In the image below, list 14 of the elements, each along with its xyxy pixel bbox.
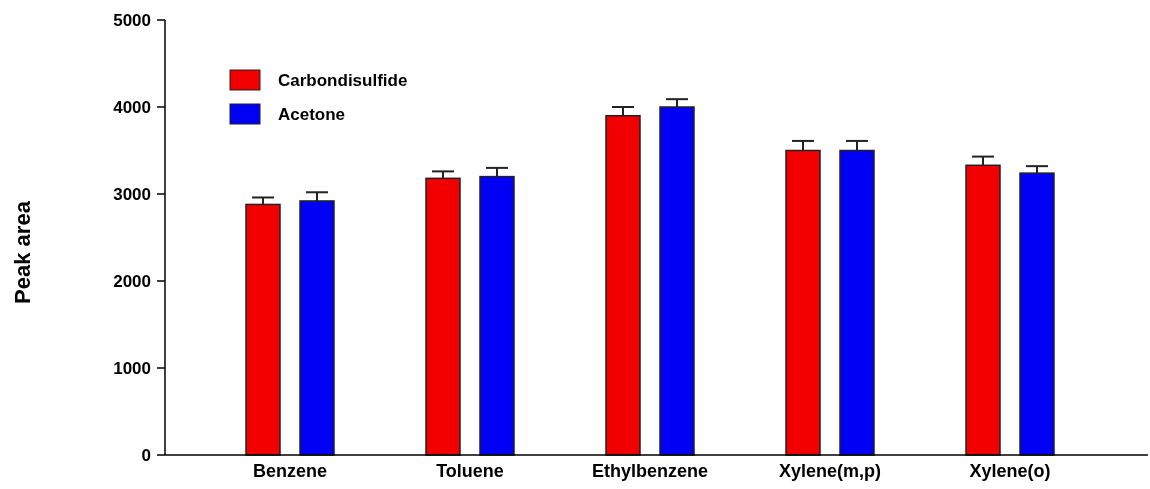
y-tick-label: 5000 xyxy=(113,10,151,30)
y-tick-label: 2000 xyxy=(113,271,151,291)
x-tick-label: Ethylbenzene xyxy=(591,461,709,481)
x-tick-label: Xylene(o) xyxy=(969,461,1051,481)
y-tick-label: 4000 xyxy=(113,97,151,117)
x-tick-label: Toluene xyxy=(436,461,504,481)
legend-label: Carbondisulfide xyxy=(278,70,408,90)
x-tick-label: Xylene(m,p) xyxy=(778,461,882,481)
y-tick-label: 3000 xyxy=(113,184,151,204)
legend-label: Acetone xyxy=(278,104,346,124)
y-axis-title: Peak area xyxy=(10,200,35,304)
y-tick-label: 1000 xyxy=(113,358,151,378)
x-tick-label: Benzene xyxy=(252,461,328,481)
y-tick-label: 0 xyxy=(141,445,151,465)
